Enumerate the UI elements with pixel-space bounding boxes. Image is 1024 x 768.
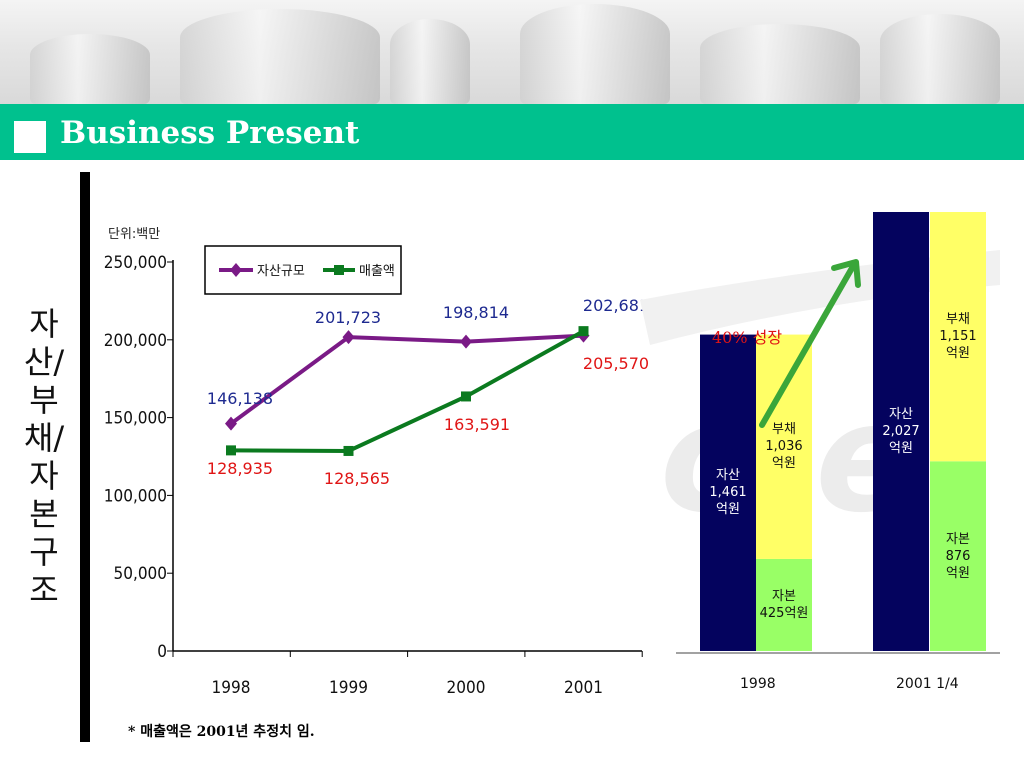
growth-label: 40% 성장 [712, 328, 783, 347]
y-tick-label: 250,000 [104, 253, 167, 273]
banner-bottle-image [520, 4, 670, 104]
x-tick-label: 1998 [212, 678, 251, 698]
legend-label-sales: 매출액 [359, 264, 395, 279]
asset-segment-rect [700, 334, 756, 651]
banner-bottle-image [30, 34, 150, 104]
equity-segment-rect [756, 558, 812, 651]
debt-segment-rect [756, 334, 812, 559]
growth-arrow-shaft [759, 265, 855, 428]
banner-bottle-image [700, 24, 860, 104]
asset-point [342, 330, 355, 345]
series-line-2 [230, 329, 585, 453]
y-tick-label: 150,000 [104, 409, 167, 429]
banner-bottle-image [180, 9, 380, 104]
series-line-1 [229, 333, 584, 426]
debt-segment-label: 부채 1,151 억원 [939, 312, 977, 362]
bar-category-label: 2001 1/4 [896, 676, 959, 692]
legend-marker-asset [230, 263, 242, 277]
x-tick-label: 2000 [447, 678, 486, 698]
data-label: 198,814 [443, 303, 509, 322]
y-tick-label: 50,000 [114, 564, 168, 584]
asset-segment-label: 자산 2,027 억원 [882, 407, 920, 456]
stacked-bar-chart [640, 212, 1000, 654]
page-title: Business Present [60, 115, 360, 151]
x-tick-label: 1999 [329, 678, 368, 698]
x-tick-label: 2001 [564, 678, 603, 698]
sales-point [226, 445, 236, 456]
banner-bottle-image [880, 14, 1000, 104]
y-tick-label: 100,000 [104, 486, 167, 506]
debt-segment-rect [930, 212, 986, 462]
y-tick-label: 200,000 [104, 331, 167, 351]
footnote: * 매출액은 2001년 추정치 임. [128, 724, 315, 740]
data-label: 202,681 [583, 296, 649, 315]
debt-segment-label: 부채 1,036 억원 [765, 422, 803, 472]
asset-point [225, 416, 237, 431]
asset-segment-label: 자산 1,461 억원 [709, 468, 747, 518]
banner-bottle-image [390, 19, 470, 104]
data-label: 128,935 [207, 459, 273, 478]
sales-point [578, 326, 589, 337]
sales-point [343, 445, 354, 456]
legend-label-asset: 자산규모 [257, 264, 305, 279]
data-label: 205,570 [583, 354, 649, 373]
data-label: 146,138 [207, 389, 273, 408]
equity-segment-rect [930, 461, 986, 651]
growth-arrow-head [831, 259, 861, 288]
title-bullet-icon [14, 121, 46, 153]
vertical-divider [80, 172, 90, 742]
asset-segment-rect [873, 212, 929, 651]
sales-point [461, 391, 471, 402]
y-tick-label: 0 [157, 642, 167, 662]
equity-segment-label: 자본 425억원 [759, 588, 809, 621]
title-bar: Business Present [0, 104, 1024, 160]
data-label: 201,723 [315, 308, 381, 327]
data-label: 163,591 [444, 415, 510, 434]
line-chart: 0 50,000 100,000 150,000 200,000 250,000 1998 1… [104, 245, 649, 698]
asset-point [460, 334, 472, 349]
data-label: 128,565 [324, 469, 390, 488]
header-banner [0, 0, 1024, 104]
unit-label: 단위:백만 [108, 227, 161, 242]
equity-segment-label: 자본 876 억원 [945, 531, 971, 581]
vertical-section-title: 자산/부채/자본구조 [23, 305, 65, 609]
legend-marker-sales [334, 265, 344, 275]
bar-category-label: 1998 [740, 676, 776, 692]
